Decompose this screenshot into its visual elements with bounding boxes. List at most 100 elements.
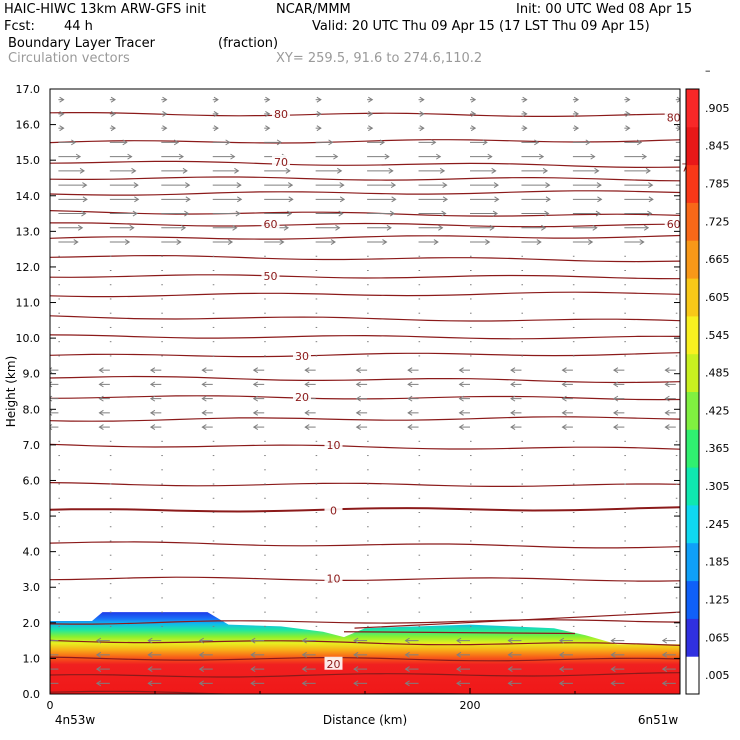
vector-arrowhead: [201, 424, 207, 431]
vector-arrowhead: [648, 182, 654, 189]
vector-arrowhead: [201, 367, 207, 374]
vector-arrowhead: [162, 96, 168, 103]
vector-arrowhead: [127, 153, 133, 160]
vector-arrowhead: [442, 196, 449, 203]
field-name: Boundary Layer Tracer: [8, 36, 155, 51]
vector-arrowhead: [82, 196, 88, 203]
contour-line: [50, 639, 680, 646]
vector-arrowhead: [441, 210, 447, 217]
contour-label: 50: [264, 270, 278, 283]
vector-arrowhead: [285, 167, 291, 174]
vector-arrowhead: [82, 182, 88, 189]
vector-arrowhead: [492, 210, 499, 217]
vector-arrowhead: [522, 125, 528, 132]
vector-arrowhead: [304, 367, 310, 374]
vector-arrowhead: [610, 680, 616, 687]
contour-line: [50, 234, 680, 240]
vector-arrowhead: [661, 666, 668, 673]
vector-arrowhead: [50, 409, 53, 416]
vector-arrowhead: [353, 651, 359, 658]
x-axis-title: Distance (km): [323, 713, 407, 727]
vector-arrowhead: [407, 409, 413, 416]
vector-arrowhead: [438, 224, 444, 231]
vector-arrowhead: [561, 424, 567, 431]
vector-arrowhead: [50, 424, 53, 431]
vector-arrowhead: [664, 424, 670, 431]
vector-arrowhead: [368, 96, 374, 103]
contour-line: [50, 160, 680, 169]
vector-arrowhead: [304, 424, 310, 431]
vector-arrowhead: [265, 125, 271, 132]
vector-arrowhead: [510, 381, 516, 388]
vector-arrowhead: [184, 210, 190, 217]
vector-arrowhead: [147, 637, 153, 644]
vector-arrowhead: [301, 637, 307, 644]
y-tick-label: 10.0: [16, 332, 41, 345]
vector-arrowhead: [390, 182, 397, 189]
colorbar-label: .665: [705, 253, 730, 266]
contour-line: [50, 352, 680, 358]
vector-arrowhead: [379, 139, 385, 146]
vector-arrowhead: [407, 367, 413, 374]
vector-arrowhead: [265, 96, 271, 103]
vector-arrowhead: [339, 196, 346, 203]
xy-endpoints: XY= 259.5, 91.6 to 274.6,110.2: [276, 51, 483, 66]
vector-arrowhead: [149, 424, 156, 431]
vector-arrowhead: [225, 139, 231, 146]
colorbar-swatch: [686, 89, 699, 128]
vector-arrowhead: [384, 153, 390, 160]
vector-arrowhead: [129, 224, 135, 231]
vector-arrowhead: [545, 182, 551, 189]
vector-arrowhead: [487, 153, 493, 160]
vector-arrowhead: [250, 680, 256, 687]
vector-arrowhead: [664, 395, 670, 402]
vector-arrowhead: [404, 637, 410, 644]
vector-arrowhead: [561, 381, 567, 388]
vector-arrowhead: [613, 409, 619, 416]
vector-arrowhead: [230, 153, 236, 160]
colorbar-swatch: [686, 429, 699, 468]
x-end-label: 6n51w: [638, 713, 679, 727]
vector-arrowhead: [81, 210, 87, 217]
vector-arrowhead: [301, 666, 307, 673]
contour-line: [50, 274, 680, 280]
vector-arrowhead: [544, 210, 550, 217]
vector-arrowhead: [250, 651, 256, 658]
contour-label-bg: [324, 656, 343, 670]
vector-arrowhead: [558, 666, 565, 673]
vector-arrowhead: [316, 96, 322, 103]
vector-arrowhead: [134, 196, 140, 203]
colorbar-label: .485: [705, 367, 730, 380]
vector-arrowhead: [110, 125, 116, 132]
vector-arrowhead: [182, 167, 188, 174]
vector-arrowhead: [132, 210, 138, 217]
y-tick-label: 1.0: [23, 652, 41, 665]
vector-arrowhead: [664, 381, 670, 388]
contour-line: [50, 334, 680, 340]
y-tick-label: 17.0: [16, 83, 41, 96]
contour-label: 60: [264, 218, 278, 231]
vector-arrowhead: [489, 224, 495, 231]
x-start-label: 4n53w: [55, 713, 96, 727]
vector-arrowhead: [95, 666, 102, 673]
vector-arrowhead: [561, 367, 567, 374]
contour-line: [50, 443, 680, 450]
vector-arrowhead: [407, 395, 413, 402]
vector-arrowhead: [59, 125, 65, 132]
contour-line: [50, 291, 680, 298]
vector-arrowhead: [355, 424, 361, 431]
vector-arrowhead: [404, 666, 410, 673]
vector-arrowhead: [355, 367, 361, 374]
x-tick-label: 0: [47, 699, 54, 712]
vector-arrowhead: [333, 153, 339, 160]
vector-arrowhead: [149, 395, 156, 402]
vector-arrowhead: [353, 637, 359, 644]
vector-arrowhead: [110, 96, 116, 103]
vector-arrowhead: [419, 110, 425, 117]
vector-arrowhead: [458, 381, 464, 388]
vector-arrowhead: [643, 224, 650, 231]
colorbar-label: .245: [705, 518, 730, 531]
vector-arrowhead: [250, 637, 256, 644]
vector-arrowhead: [470, 125, 477, 132]
colorbar-swatch: [686, 164, 699, 203]
